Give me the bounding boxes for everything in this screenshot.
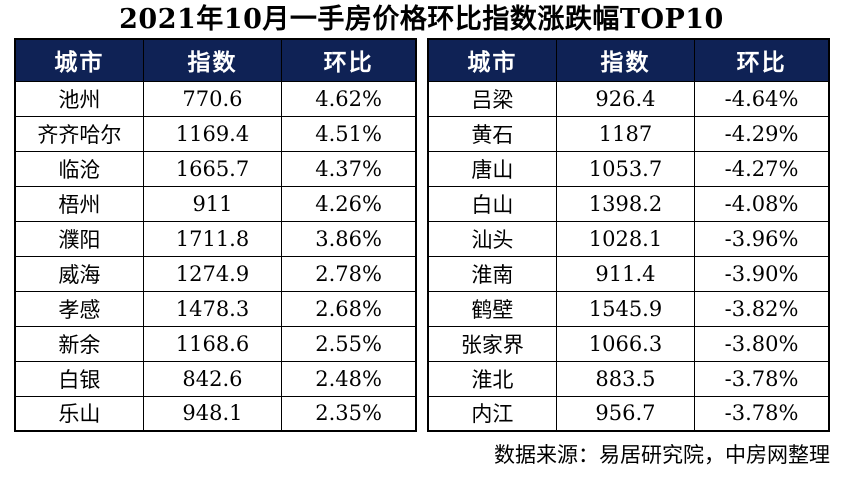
city-cell: 孝感 [14, 290, 144, 327]
change-cell: -3.82% [694, 290, 830, 327]
table-row: 临沧 1665.7 4.37% [14, 150, 417, 187]
table-row: 梧州 911 4.26% [14, 185, 417, 222]
change-cell: -4.08% [694, 185, 830, 222]
change-cell: -4.29% [694, 115, 830, 152]
index-cell: 948.1 [142, 395, 283, 432]
decliners-table-body: 吕梁 926.4 -4.64% 黄石 1187 -4.29% 唐山 1053.7 -4.27% 白… [427, 80, 830, 432]
index-cell: 1169.4 [142, 115, 283, 152]
change-cell: 2.55% [281, 325, 417, 362]
index-cell: 1274.9 [142, 255, 283, 292]
change-cell: 4.51% [281, 115, 417, 152]
city-cell: 淮南 [427, 255, 557, 292]
table-row: 乐山 948.1 2.35% [14, 395, 417, 432]
index-cell: 1478.3 [142, 290, 283, 327]
index-cell: 1665.7 [142, 150, 283, 187]
column-header-city: 城市 [427, 38, 557, 82]
column-header-index: 指数 [555, 38, 696, 82]
index-cell: 1028.1 [555, 220, 696, 257]
change-cell: -4.27% [694, 150, 830, 187]
page-title: 2021年10月一手房价格环比指数涨跌幅TOP10 [119, 4, 724, 35]
change-cell: -3.80% [694, 325, 830, 362]
city-cell: 乐山 [14, 395, 144, 432]
city-cell: 汕头 [427, 220, 557, 257]
index-cell: 842.6 [142, 360, 283, 397]
index-cell: 1398.2 [555, 185, 696, 222]
table-row: 齐齐哈尔 1169.4 4.51% [14, 115, 417, 152]
index-cell: 883.5 [555, 360, 696, 397]
change-cell: 4.62% [281, 80, 417, 117]
change-cell: -3.90% [694, 255, 830, 292]
city-cell: 内江 [427, 395, 557, 432]
index-cell: 1711.8 [142, 220, 283, 257]
table-row: 黄石 1187 -4.29% [427, 115, 830, 152]
table-row: 池州 770.6 4.62% [14, 80, 417, 117]
city-cell: 白山 [427, 185, 557, 222]
table-row: 白山 1398.2 -4.08% [427, 185, 830, 222]
gainers-table-body: 池州 770.6 4.62% 齐齐哈尔 1169.4 4.51% 临沧 1665.7 4.37%… [14, 80, 417, 432]
change-cell: 2.48% [281, 360, 417, 397]
index-cell: 1545.9 [555, 290, 696, 327]
city-cell: 张家界 [427, 325, 557, 362]
city-cell: 唐山 [427, 150, 557, 187]
table-row: 淮北 883.5 -3.78% [427, 360, 830, 397]
index-cell: 1168.6 [142, 325, 283, 362]
index-cell: 1053.7 [555, 150, 696, 187]
table-row: 白银 842.6 2.48% [14, 360, 417, 397]
city-cell: 白银 [14, 360, 144, 397]
table-row: 鹤壁 1545.9 -3.82% [427, 290, 830, 327]
table-row: 孝感 1478.3 2.68% [14, 290, 417, 327]
table-row: 吕梁 926.4 -4.64% [427, 80, 830, 117]
index-cell: 926.4 [555, 80, 696, 117]
change-cell: -4.64% [694, 80, 830, 117]
city-cell: 新余 [14, 325, 144, 362]
change-cell: 2.68% [281, 290, 417, 327]
change-cell: 4.37% [281, 150, 417, 187]
city-cell: 池州 [14, 80, 144, 117]
index-cell: 770.6 [142, 80, 283, 117]
city-cell: 黄石 [427, 115, 557, 152]
tables-container: 城市 指数 环比 池州 770.6 4.62% 齐齐哈尔 1169.4 4.51% 临沧 16… [14, 38, 830, 432]
gainers-table: 城市 指数 环比 池州 770.6 4.62% 齐齐哈尔 1169.4 4.51% 临沧 16… [14, 38, 417, 432]
decliners-header-row: 城市 指数 环比 [427, 38, 830, 82]
city-cell: 威海 [14, 255, 144, 292]
data-source-note: 数据来源：易居研究院，中房网整理 [494, 443, 830, 467]
change-cell: 4.26% [281, 185, 417, 222]
city-cell: 淮北 [427, 360, 557, 397]
table-row: 淮南 911.4 -3.90% [427, 255, 830, 292]
city-cell: 吕梁 [427, 80, 557, 117]
index-cell: 1066.3 [555, 325, 696, 362]
table-row: 唐山 1053.7 -4.27% [427, 150, 830, 187]
column-header-index: 指数 [142, 38, 283, 82]
change-cell: 2.35% [281, 395, 417, 432]
decliners-table: 城市 指数 环比 吕梁 926.4 -4.64% 黄石 1187 -4.29% 唐山 1053… [427, 38, 830, 432]
city-cell: 鹤壁 [427, 290, 557, 327]
column-header-city: 城市 [14, 38, 144, 82]
table-row: 张家界 1066.3 -3.80% [427, 325, 830, 362]
city-cell: 齐齐哈尔 [14, 115, 144, 152]
index-cell: 1187 [555, 115, 696, 152]
change-cell: -3.78% [694, 360, 830, 397]
table-row: 威海 1274.9 2.78% [14, 255, 417, 292]
city-cell: 梧州 [14, 185, 144, 222]
column-header-change: 环比 [694, 38, 830, 82]
index-cell: 956.7 [555, 395, 696, 432]
city-cell: 临沧 [14, 150, 144, 187]
change-cell: -3.96% [694, 220, 830, 257]
change-cell: 2.78% [281, 255, 417, 292]
column-header-change: 环比 [281, 38, 417, 82]
table-row: 内江 956.7 -3.78% [427, 395, 830, 432]
gainers-header-row: 城市 指数 环比 [14, 38, 417, 82]
city-cell: 濮阳 [14, 220, 144, 257]
page: 2021年10月一手房价格环比指数涨跌幅TOP10 城市 指数 环比 池州 770… [0, 3, 843, 469]
table-row: 新余 1168.6 2.55% [14, 325, 417, 362]
table-row: 濮阳 1711.8 3.86% [14, 220, 417, 257]
change-cell: -3.78% [694, 395, 830, 432]
table-row: 汕头 1028.1 -3.96% [427, 220, 830, 257]
index-cell: 911.4 [555, 255, 696, 292]
change-cell: 3.86% [281, 220, 417, 257]
index-cell: 911 [142, 185, 283, 222]
